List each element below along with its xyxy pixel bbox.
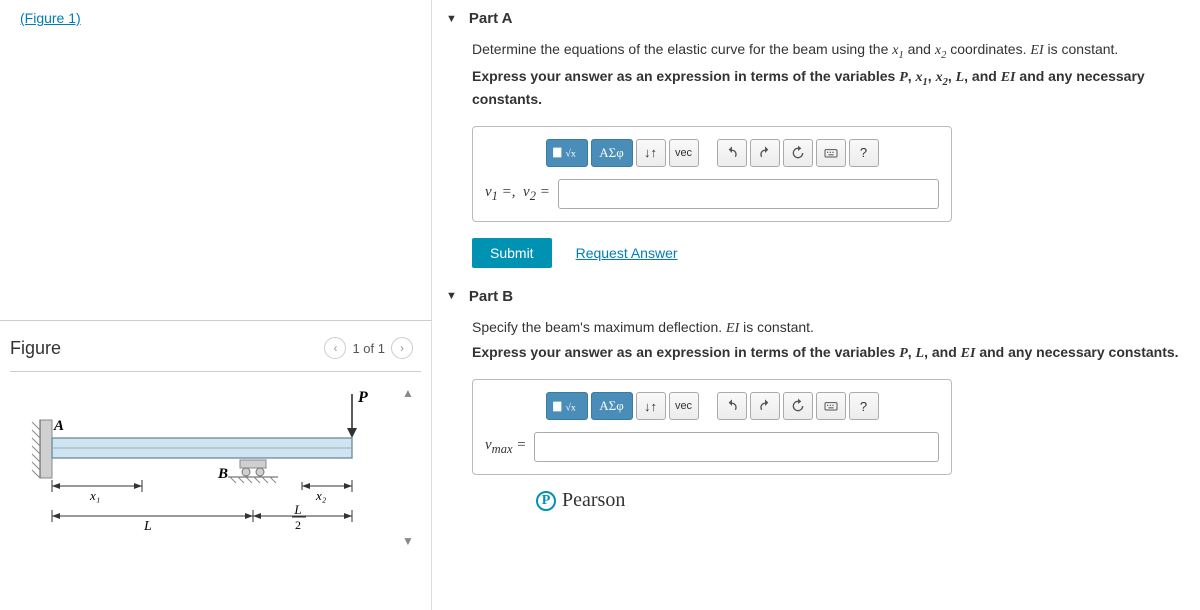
part-b-instruction-2: Express your answer as an expression in …	[472, 343, 1190, 364]
keyboard-button[interactable]	[816, 139, 846, 167]
pearson-branding: P Pearson	[536, 489, 1190, 512]
figure-next-button[interactable]: ›	[391, 337, 413, 359]
figure-scroll: ▲ ▼	[399, 382, 417, 552]
figure-prev-button[interactable]: ‹	[324, 337, 346, 359]
figure-divider	[10, 371, 421, 372]
part-b-answer-label: vmax =	[485, 437, 526, 457]
vector-button[interactable]: vec	[669, 139, 699, 167]
figure-body: A	[10, 382, 421, 552]
part-a-content: Determine the equations of the elastic c…	[446, 33, 1190, 282]
part-a-answer-label: v1 =, v2 =	[485, 184, 550, 204]
undo-button[interactable]	[717, 392, 747, 420]
part-b-header[interactable]: ▼ Part B	[446, 282, 1190, 311]
figure-nav: ‹ 1 of 1 ›	[324, 337, 413, 359]
part-a-instruction-1: Determine the equations of the elastic c…	[472, 41, 1190, 61]
right-panel: ▼ Part A Determine the equations of the …	[432, 0, 1200, 610]
pearson-text: Pearson	[562, 489, 625, 512]
subscript-button[interactable]: ↓↑	[636, 392, 666, 420]
help-button[interactable]: ?	[849, 139, 879, 167]
redo-button[interactable]	[750, 392, 780, 420]
request-answer-link[interactable]: Request Answer	[576, 245, 678, 261]
figure-section: Figure ‹ 1 of 1 ›	[0, 320, 432, 610]
part-a-submit-row: Submit Request Answer	[472, 238, 1190, 268]
figure-header: Figure ‹ 1 of 1 ›	[10, 331, 421, 371]
vector-button[interactable]: vec	[669, 392, 699, 420]
part-b-content: Specify the beam's maximum deflection. E…	[446, 311, 1190, 527]
figure-title: Figure	[10, 338, 61, 359]
svg-text:√x: √x	[565, 149, 575, 160]
part-b-title: Part B	[469, 288, 513, 305]
beam-diagram: A	[10, 382, 390, 552]
figure-page-indicator: 1 of 1	[352, 341, 385, 356]
svg-text:√x: √x	[565, 402, 575, 413]
part-a-answer-row: v1 =, v2 =	[485, 179, 939, 209]
scroll-down-icon[interactable]: ▼	[399, 534, 417, 548]
label-x2: x₂	[315, 488, 327, 503]
redo-button[interactable]	[750, 139, 780, 167]
help-button[interactable]: ?	[849, 392, 879, 420]
keyboard-button[interactable]	[816, 392, 846, 420]
equation-toolbar-a: √x ΑΣφ ↓↑ vec	[485, 139, 939, 167]
svg-text:2: 2	[295, 518, 301, 532]
greek-button[interactable]: ΑΣφ	[591, 392, 633, 420]
pearson-logo-icon: P	[536, 491, 556, 511]
label-x1: x₁	[89, 488, 100, 503]
reset-button[interactable]	[783, 139, 813, 167]
part-b-answer-input[interactable]	[534, 432, 939, 462]
label-l: L	[143, 519, 152, 534]
template-button[interactable]: √x	[546, 139, 588, 167]
template-button[interactable]: √x	[546, 392, 588, 420]
roller-support	[228, 460, 278, 483]
reset-button[interactable]	[783, 392, 813, 420]
label-a: A	[53, 418, 64, 434]
part-b-answer-box: √x ΑΣφ ↓↑ vec	[472, 379, 952, 475]
part-b-answer-row: vmax =	[485, 432, 939, 462]
figure-link[interactable]: (Figure 1)	[20, 10, 81, 26]
part-a-header[interactable]: ▼ Part A	[446, 4, 1190, 33]
svg-text:L: L	[293, 502, 301, 517]
equation-toolbar-b: √x ΑΣφ ↓↑ vec	[485, 392, 939, 420]
part-a-instruction-2: Express your answer as an expression in …	[472, 67, 1190, 110]
caret-down-icon: ▼	[446, 13, 457, 25]
label-p: P	[357, 389, 368, 406]
undo-button[interactable]	[717, 139, 747, 167]
left-panel: (Figure 1) Figure ‹ 1 of 1 ›	[0, 0, 432, 610]
part-a-answer-input[interactable]	[558, 179, 939, 209]
main-container: (Figure 1) Figure ‹ 1 of 1 ›	[0, 0, 1200, 610]
label-b: B	[217, 466, 228, 482]
part-a-answer-box: √x ΑΣφ ↓↑ vec	[472, 126, 952, 222]
subscript-button[interactable]: ↓↑	[636, 139, 666, 167]
submit-button[interactable]: Submit	[472, 238, 552, 268]
part-a-title: Part A	[469, 10, 513, 27]
caret-down-icon: ▼	[446, 290, 457, 302]
left-top-area: (Figure 1)	[0, 0, 432, 320]
scroll-up-icon[interactable]: ▲	[399, 386, 417, 400]
greek-button[interactable]: ΑΣφ	[591, 139, 633, 167]
part-b-instruction-1: Specify the beam's maximum deflection. E…	[472, 319, 1190, 337]
